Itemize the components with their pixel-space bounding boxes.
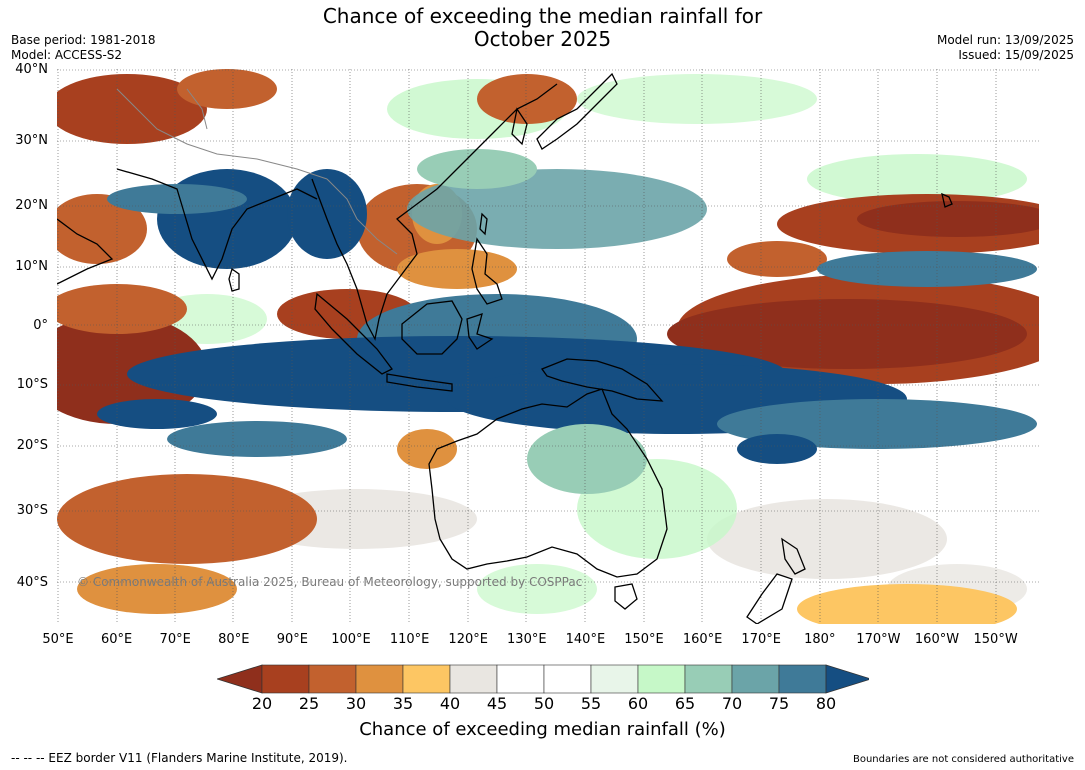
colorbar-label: Chance of exceeding median rainfall (%)	[359, 719, 726, 740]
colorbar-tick-label: 70	[721, 694, 743, 713]
lon-label: 140°E	[565, 632, 606, 647]
colorbar-over-arrow	[825, 664, 873, 694]
lat-label: 40°S	[16, 575, 48, 590]
country-borders	[116, 88, 398, 255]
colorbar-tick-label: 50	[533, 694, 555, 713]
colorbar-tick-label: 55	[580, 694, 602, 713]
colorbar-tick-label: 20	[251, 694, 273, 713]
colorbar-tick-label: 65	[674, 694, 696, 713]
model-name: Model: ACCESS-S2	[11, 48, 123, 62]
lon-label: 160°W	[914, 632, 960, 647]
title-line-2: October 2025	[473, 27, 612, 51]
colorbar-segment	[590, 664, 639, 694]
lon-label: 170°W	[856, 632, 901, 647]
lon-label: 110°E	[389, 632, 430, 647]
lat-label: 10°N	[15, 259, 48, 274]
colorbar-svg	[215, 664, 873, 694]
map-title: Chance of exceeding the median rainfall …	[0, 5, 1085, 51]
lat-label: 30°N	[15, 133, 48, 148]
meta-left: Base period: 1981-2018 Model: ACCESS-S2	[11, 33, 156, 63]
colorbar-tick-label: 45	[486, 694, 508, 713]
lon-label: 170°E	[741, 632, 781, 647]
colorbar-tick-label: 80	[815, 694, 837, 713]
coastlines	[57, 72, 953, 624]
copyright-credit: © Commonwealth of Australia 2025, Bureau…	[77, 575, 583, 589]
colorbar-segment	[261, 664, 310, 694]
lon-label: 80°E	[218, 632, 250, 647]
title-line-1: Chance of exceeding the median rainfall …	[322, 4, 763, 28]
lon-label: 130°E	[507, 632, 547, 647]
colorbar	[215, 664, 873, 698]
lon-label: 180°	[804, 632, 836, 647]
colorbar-segment	[778, 664, 827, 694]
graticule	[57, 69, 1039, 624]
lat-label: 40°N	[15, 62, 48, 77]
base-period: Base period: 1981-2018	[11, 33, 156, 47]
colorbar-tick-label: 75	[768, 694, 790, 713]
colorbar-segment	[355, 664, 404, 694]
colorbar-tick-label: 30	[345, 694, 367, 713]
colorbar-segment	[449, 664, 498, 694]
lon-label: 150°W	[973, 632, 1018, 647]
rainfall-map-svg	[57, 69, 1039, 624]
lat-label: 20°N	[15, 198, 48, 213]
lon-label: 160°E	[682, 632, 723, 647]
issued-date: Issued: 15/09/2025	[958, 48, 1074, 62]
model-run: Model run: 13/09/2025	[936, 33, 1074, 47]
lon-label: 50°E	[42, 632, 74, 647]
colorbar-tick-label: 40	[439, 694, 461, 713]
colorbar-segment	[684, 664, 733, 694]
colorbar-segment	[543, 664, 592, 694]
lat-label: 20°S	[16, 438, 48, 453]
lon-label: 100°E	[331, 632, 371, 647]
footer-disclaimer: Boundaries are not considered authoritat…	[852, 754, 1074, 765]
lon-label: 70°E	[159, 632, 191, 647]
colorbar-tick-label: 35	[392, 694, 414, 713]
colorbar-tick-label: 25	[298, 694, 320, 713]
lon-label: 150°E	[624, 632, 664, 647]
lon-label: 90°E	[276, 632, 309, 647]
colorbar-segment	[308, 664, 357, 694]
lon-label: 60°E	[100, 632, 133, 647]
colorbar-segment	[637, 664, 686, 694]
lat-label: 10°S	[16, 377, 48, 392]
colorbar-segment	[731, 664, 780, 694]
lon-label: 120°E	[448, 632, 488, 647]
lat-label: 0°	[33, 318, 48, 333]
rainfall-map[interactable]	[57, 69, 1039, 624]
meta-right: Model run: 13/09/2025 Issued: 15/09/2025	[937, 33, 1074, 63]
lat-label: 30°S	[16, 503, 48, 518]
colorbar-segment	[402, 664, 451, 694]
colorbar-segment	[496, 664, 545, 694]
footer-eez-note: -- -- -- EEZ border V11 (Flanders Marine…	[11, 751, 348, 765]
colorbar-under-arrow	[215, 664, 263, 694]
colorbar-tick-label: 60	[627, 694, 649, 713]
